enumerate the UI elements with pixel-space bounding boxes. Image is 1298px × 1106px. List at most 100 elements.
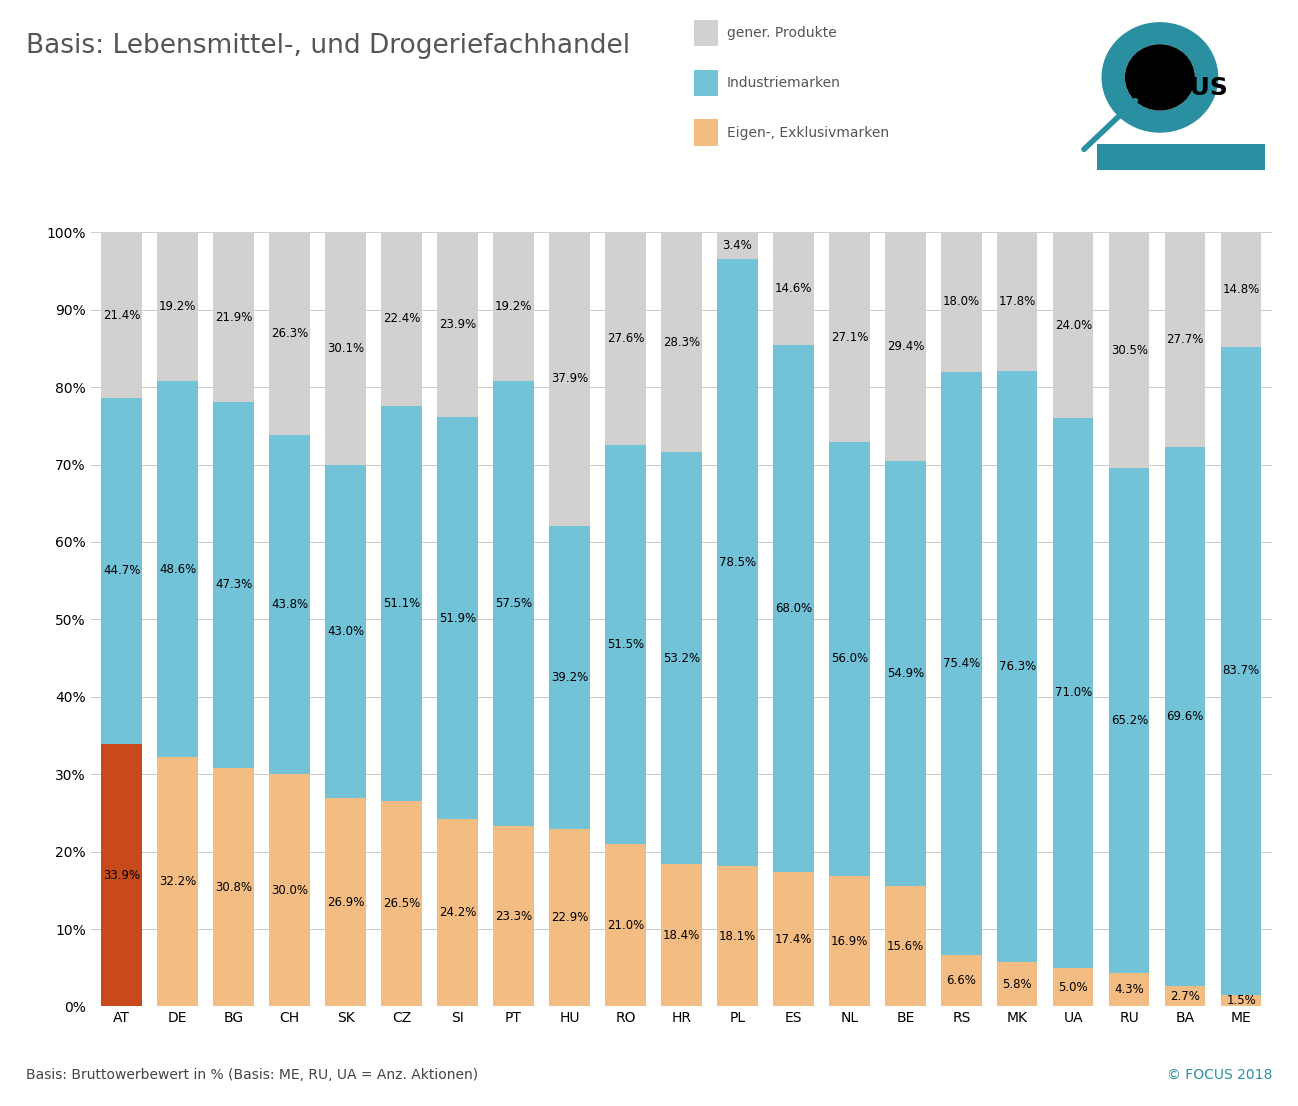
Bar [326, 466, 366, 799]
Bar [270, 774, 310, 1006]
Circle shape [1125, 44, 1195, 111]
Text: 43.0%: 43.0% [327, 625, 365, 638]
Bar [437, 417, 478, 820]
Bar [661, 864, 702, 1006]
Text: © FOCUS 2018: © FOCUS 2018 [1167, 1067, 1272, 1082]
Bar [493, 380, 533, 826]
Bar [718, 866, 758, 1006]
Bar [101, 744, 141, 1006]
Text: 6.6%: 6.6% [946, 974, 976, 988]
Text: Eigen-, Exklusivmarken: Eigen-, Exklusivmarken [727, 126, 889, 139]
Text: 47.3%: 47.3% [215, 578, 252, 592]
Text: 30.5%: 30.5% [1111, 344, 1147, 357]
Text: 23.3%: 23.3% [495, 910, 532, 922]
Polygon shape [1102, 22, 1219, 133]
Text: 51.1%: 51.1% [383, 597, 421, 611]
Bar [661, 233, 702, 452]
Text: 43.8%: 43.8% [271, 598, 308, 612]
Text: 83.7%: 83.7% [1223, 665, 1260, 677]
Text: 5.8%: 5.8% [1002, 978, 1032, 991]
Text: 2.7%: 2.7% [1171, 990, 1201, 1002]
Text: 30.0%: 30.0% [271, 884, 308, 897]
Bar [1166, 232, 1206, 447]
Text: 24.2%: 24.2% [439, 906, 476, 919]
Text: 26.5%: 26.5% [383, 897, 421, 910]
Bar [270, 231, 310, 435]
Bar [1108, 973, 1150, 1006]
Text: 21.4%: 21.4% [103, 309, 140, 322]
Text: 22.9%: 22.9% [550, 911, 588, 925]
Text: 32.2%: 32.2% [158, 875, 196, 888]
Bar [774, 872, 814, 1006]
Bar [885, 886, 925, 1006]
Bar [157, 380, 197, 758]
Text: 33.9%: 33.9% [103, 868, 140, 881]
Text: 1.5%: 1.5% [1227, 994, 1256, 1008]
Text: 24.0%: 24.0% [1055, 319, 1092, 332]
Bar [829, 442, 870, 876]
Bar [326, 232, 366, 466]
Bar [1221, 347, 1262, 995]
Bar [774, 345, 814, 872]
Text: 71.0%: 71.0% [1055, 687, 1092, 699]
Text: 76.3%: 76.3% [998, 659, 1036, 672]
Text: 14.6%: 14.6% [775, 282, 813, 295]
Text: 30.1%: 30.1% [327, 342, 365, 355]
Text: 37.9%: 37.9% [550, 373, 588, 386]
Text: gener. Produkte: gener. Produkte [727, 27, 837, 40]
Text: Industriemarken: Industriemarken [727, 76, 841, 90]
Text: 39.2%: 39.2% [550, 671, 588, 684]
Bar [941, 372, 981, 956]
Text: 3.4%: 3.4% [723, 239, 753, 252]
Bar [605, 844, 645, 1006]
Bar [157, 758, 197, 1006]
Bar [382, 232, 422, 406]
Text: 56.0%: 56.0% [831, 653, 868, 666]
Text: FOCUS: FOCUS [1133, 76, 1228, 101]
Bar [605, 446, 645, 844]
Text: 27.1%: 27.1% [831, 331, 868, 344]
Text: 53.2%: 53.2% [663, 651, 700, 665]
FancyBboxPatch shape [1097, 144, 1266, 170]
Text: 22.4%: 22.4% [383, 313, 421, 325]
Bar [1108, 469, 1150, 973]
Text: 51.9%: 51.9% [439, 612, 476, 625]
Bar [829, 876, 870, 1006]
Bar [157, 232, 197, 380]
Bar [1053, 232, 1093, 418]
Text: Basis: Bruttowerbewert in % (Basis: ME, RU, UA = Anz. Aktionen): Basis: Bruttowerbewert in % (Basis: ME, … [26, 1067, 478, 1082]
Bar [605, 231, 645, 446]
Bar [941, 232, 981, 372]
Bar [437, 232, 478, 417]
Text: 18.1%: 18.1% [719, 930, 755, 943]
Bar [213, 232, 254, 401]
Bar [1221, 232, 1262, 347]
Bar [997, 961, 1037, 1006]
Bar [997, 233, 1037, 371]
Bar [437, 820, 478, 1006]
Bar [213, 401, 254, 768]
Text: 27.6%: 27.6% [606, 332, 644, 345]
Text: 18.4%: 18.4% [663, 929, 700, 941]
Text: 28.3%: 28.3% [663, 336, 700, 349]
Bar [885, 233, 925, 461]
Bar [101, 398, 141, 744]
Bar [549, 525, 589, 830]
Text: 5.0%: 5.0% [1058, 981, 1088, 993]
Text: 26.3%: 26.3% [271, 326, 308, 340]
Text: 75.4%: 75.4% [942, 657, 980, 670]
Bar [493, 826, 533, 1006]
Bar [661, 452, 702, 864]
Bar [997, 371, 1037, 961]
Bar [549, 232, 589, 525]
Text: 54.9%: 54.9% [887, 667, 924, 680]
Text: 14.8%: 14.8% [1223, 283, 1260, 296]
Text: 21.9%: 21.9% [215, 311, 252, 324]
Bar [213, 768, 254, 1006]
Text: 4.3%: 4.3% [1115, 983, 1144, 997]
Bar [326, 799, 366, 1006]
Text: 26.9%: 26.9% [327, 896, 365, 909]
Text: 23.9%: 23.9% [439, 319, 476, 332]
Text: 27.7%: 27.7% [1167, 333, 1205, 346]
Text: Basis: Lebensmittel-, und Drogeriefachhandel: Basis: Lebensmittel-, und Drogeriefachha… [26, 33, 630, 60]
